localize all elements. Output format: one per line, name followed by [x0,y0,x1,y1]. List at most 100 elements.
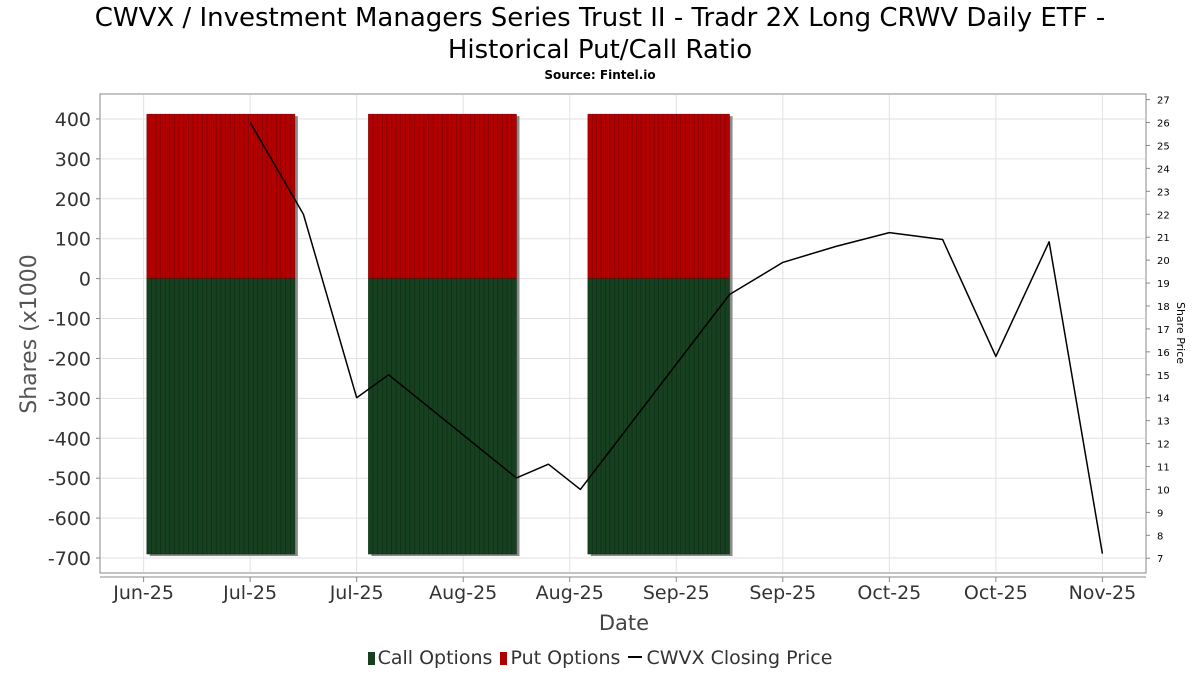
put-bar [382,113,388,279]
y2-tick-label: 27 [1157,96,1170,107]
y2-axis-ticks: 27 26 25 24 23 22 21 20 19 18 17 16 15 14 13 12 11 10 9 8 7 [1146,96,1170,565]
put-bar [640,113,646,279]
call-bar [702,278,708,555]
put-bar [631,113,637,279]
put-bar [225,113,231,279]
x-axis-ticks: Jun-25 Jul-25 Jul-25 Aug-25 Aug-25 Sep-25 Sep-… [112,577,1136,604]
bar-group [368,113,520,557]
chart-title-line-1: CWVX / Investment Managers Series Trust … [94,3,1106,33]
call-bar [502,278,508,555]
put-bar [636,113,642,279]
put-bar [451,113,457,279]
put-bar [645,113,651,279]
put-bar [405,113,411,279]
call-bar [178,278,185,555]
y-tick-label: 300 [55,149,91,171]
put-bar [649,113,655,279]
put-bar [460,113,466,279]
call-bar [169,278,175,555]
put-bar [368,113,374,279]
put-bar [276,113,282,279]
y-tick-label: -200 [48,348,91,370]
call-bar [211,278,217,555]
legend-put-options: Put Options [500,647,620,669]
put-bar [596,113,602,279]
chart-title-line-2: Historical Put/Call Ratio [447,35,753,65]
call-bar [596,278,602,555]
put-bar [497,113,503,279]
put-bar [271,113,277,279]
put-bar [165,113,171,279]
call-bar [680,278,686,555]
put-bar [667,113,673,279]
put-bar [614,113,620,279]
put-bar [724,113,730,279]
x-tick-label: Sep-25 [643,582,710,604]
call-bar [229,278,235,555]
put-bar [702,113,708,279]
put-bar [155,113,161,279]
call-bar [671,278,677,555]
call-bar [451,278,457,555]
plot-frame [99,93,1147,574]
call-bar [483,278,489,555]
call-bar [266,278,272,555]
put-bar [707,113,713,279]
put-bar [414,113,420,279]
put-bar [592,113,597,279]
y-tick-label: -700 [48,548,91,570]
call-bar [667,278,673,555]
call-bar [220,278,226,555]
chart-legend: Call Options Put Options CWVX Closing Pr… [0,647,1200,669]
put-bar [623,113,628,279]
y2-tick-label: 18 [1157,302,1170,313]
put-bar [609,113,615,279]
put-bar [493,113,499,279]
call-bar [627,278,633,555]
put-bar [600,113,606,279]
x-tick-label: Sep-25 [749,582,816,604]
put-bar [215,113,222,279]
y2-tick-label: 19 [1157,279,1170,290]
put-bar [395,113,402,279]
call-bar [689,278,695,555]
y2-axis-label: Share Price [1174,302,1187,364]
put-bar [160,113,166,279]
put-bar [419,113,425,279]
call-bar [151,278,157,555]
put-bar [151,113,157,279]
put-bar [377,113,383,279]
put-bar [229,113,235,279]
put-bar [183,113,189,279]
put-bar [280,113,286,279]
put-bar [488,113,494,279]
call-bar [183,278,189,555]
y-tick-label: 0 [79,269,91,291]
put-bar [506,113,513,279]
call-bar [271,278,277,555]
put-bar [146,113,152,279]
y2-tick-label: 21 [1157,233,1170,244]
call-bar [262,278,268,555]
call-bar [202,278,208,555]
put-bar [680,113,686,279]
call-bar [174,278,180,555]
put-bar [285,113,291,279]
put-bar [698,113,704,279]
call-bar [645,278,651,555]
call-bar [474,278,480,555]
call-bar [605,278,611,555]
put-bar [654,113,659,279]
call-bar [243,278,249,555]
call-bar [614,278,620,555]
y-tick-label: -500 [48,468,91,490]
put-bar [658,113,664,279]
put-bar [671,113,677,279]
call-bar [460,278,466,555]
x-tick-label: Jul-25 [329,582,384,604]
put-bar [676,113,682,279]
y-tick-label: -100 [48,309,91,331]
put-bar [432,113,439,279]
call-bar [391,278,397,555]
call-bar [197,278,203,555]
